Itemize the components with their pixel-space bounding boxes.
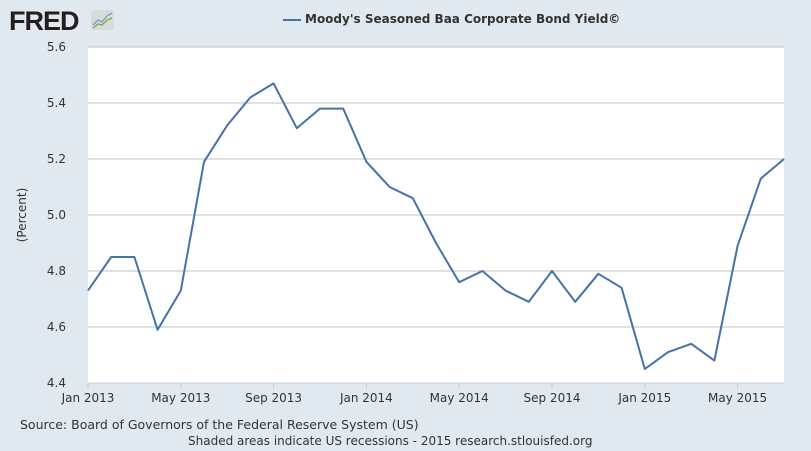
x-tick-label: May 2015 — [708, 391, 767, 405]
x-tick-label: Sep 2013 — [245, 391, 302, 405]
y-tick-label: 4.6 — [47, 320, 66, 334]
recession-note: Shaded areas indicate US recessions - 20… — [188, 434, 593, 448]
fred-graph-icon — [91, 10, 114, 30]
legend-label: Moody's Seasoned Baa Corporate Bond Yiel… — [305, 12, 621, 26]
y-axis-title: (Percent) — [15, 188, 29, 243]
x-tick-label: Jan 2013 — [61, 391, 115, 405]
legend-swatch — [283, 18, 301, 21]
x-tick-label: May 2013 — [151, 391, 210, 405]
source-note: Source: Board of Governors of the Federa… — [20, 417, 419, 432]
y-tick-label: 5.4 — [47, 96, 66, 110]
fred-logo: FRED — [9, 6, 79, 36]
legend: Moody's Seasoned Baa Corporate Bond Yiel… — [283, 12, 620, 26]
y-tick-label: 5.0 — [47, 208, 66, 222]
x-tick-label: Jan 2015 — [617, 391, 671, 405]
y-tick-label: 4.4 — [47, 376, 66, 390]
y-tick-label: 4.8 — [47, 264, 66, 278]
x-tick-label: May 2014 — [430, 391, 489, 405]
x-tick-label: Jan 2014 — [339, 391, 393, 405]
y-tick-label: 5.6 — [47, 40, 66, 54]
y-tick-label: 5.2 — [47, 152, 66, 166]
series-line — [87, 82, 785, 370]
x-tick-label: Sep 2014 — [524, 391, 581, 405]
